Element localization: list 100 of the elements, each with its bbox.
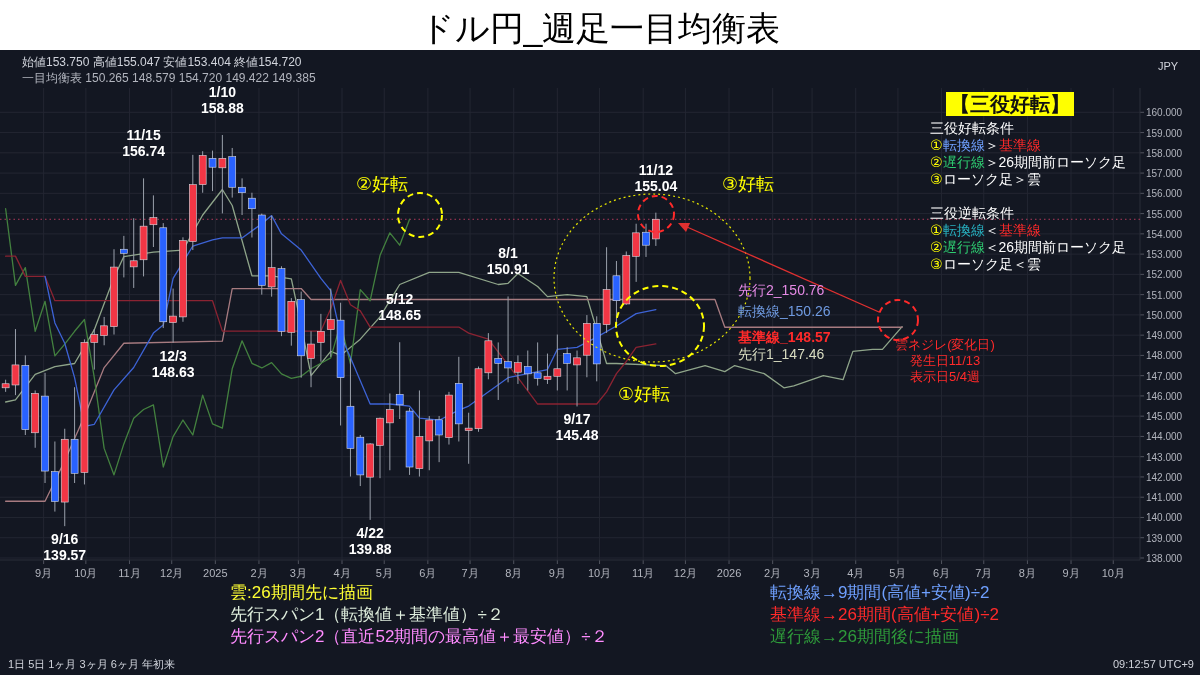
candlestick bbox=[169, 288, 177, 344]
x-tick-label: 8月 bbox=[1018, 567, 1036, 579]
x-tick-label: 2月 bbox=[250, 567, 268, 579]
annotation: 表示日5/4週 bbox=[909, 369, 981, 384]
candlestick bbox=[129, 217, 138, 289]
candlestick bbox=[563, 346, 571, 391]
x-tick-label: 10月 bbox=[74, 567, 98, 579]
annotation: ①転換線＜基準線 bbox=[930, 222, 1041, 238]
candlestick bbox=[386, 392, 394, 471]
candlestick bbox=[238, 177, 246, 216]
y-tick-label: 156.000 bbox=[1146, 188, 1183, 200]
candlestick bbox=[573, 350, 581, 407]
y-tick-label: 157.000 bbox=[1146, 168, 1183, 180]
annotation: 11/12 155.04 bbox=[634, 161, 678, 194]
y-tick-label: 154.000 bbox=[1146, 228, 1183, 240]
y-tick-label: 150.000 bbox=[1146, 309, 1183, 321]
x-tick-label: 2025 bbox=[203, 567, 228, 579]
annotation: 9/17 145.48 bbox=[555, 411, 599, 444]
annotation: 【三役好転】 bbox=[950, 93, 1070, 115]
y-tick-label: 142.000 bbox=[1146, 471, 1183, 483]
annotation: 12/3 148.63 bbox=[151, 347, 195, 380]
y-tick-label: 138.000 bbox=[1146, 552, 1183, 564]
annotation: 三役好転条件 bbox=[930, 120, 1014, 136]
chart-title: ドル円_週足一目均衡表 bbox=[419, 9, 781, 47]
y-tick-label: 141.000 bbox=[1146, 492, 1183, 504]
x-tick-label: 2026 bbox=[716, 567, 742, 579]
text: 先行スパン2（直近52期間の最高値＋最安値）÷２ bbox=[230, 627, 608, 646]
candlestick bbox=[395, 341, 404, 420]
candlestick bbox=[435, 415, 443, 463]
annotation: 9/16 139.57 bbox=[43, 531, 87, 564]
y-tick-label: 149.000 bbox=[1146, 330, 1183, 342]
text: 雲:26期間先に描画 bbox=[230, 583, 373, 602]
annotation: ②遅行線＜26期間前ローソク足 bbox=[930, 239, 1127, 255]
x-tick-label: 7月 bbox=[975, 567, 993, 579]
annotation: 11/15 156.74 bbox=[122, 127, 166, 160]
candlestick bbox=[514, 354, 522, 385]
x-tick-label: 12月 bbox=[673, 567, 698, 579]
x-tick-label: 2月 bbox=[764, 567, 782, 579]
annotation: 発生日11/13 bbox=[909, 353, 981, 368]
candlestick bbox=[652, 212, 660, 247]
text: 基準線→26期間(高値+安値)÷2 bbox=[770, 605, 999, 624]
annotation: 先行1_147.46 bbox=[738, 346, 825, 362]
x-tick-label: 12月 bbox=[160, 567, 184, 579]
candlestick bbox=[149, 194, 158, 248]
y-tick-label: 145.000 bbox=[1146, 411, 1183, 423]
x-tick-label: 5月 bbox=[889, 567, 907, 579]
candlestick bbox=[317, 313, 325, 363]
y-tick-label: 148.000 bbox=[1146, 350, 1183, 362]
annotation: ②好転 bbox=[356, 174, 409, 194]
x-tick-label: 4月 bbox=[333, 567, 351, 579]
annotation: 4/22 139.88 bbox=[348, 524, 392, 557]
text: 転換線→9期間(高値+安値)÷2 bbox=[770, 583, 990, 602]
x-tick-label: 9月 bbox=[1062, 567, 1080, 579]
annotation: 8/1 150.91 bbox=[486, 245, 530, 278]
text: 始値153.750 高値155.047 安値153.404 終値154.720 bbox=[22, 55, 302, 69]
x-tick-label: 6月 bbox=[419, 567, 437, 579]
y-tick-label: 159.000 bbox=[1146, 127, 1183, 139]
candlestick bbox=[632, 223, 640, 283]
y-tick-label: 151.000 bbox=[1146, 289, 1183, 301]
candlestick bbox=[307, 330, 315, 388]
candlestick bbox=[120, 235, 128, 278]
annotation: 1/10 158.88 bbox=[200, 84, 244, 116]
y-tick-label: 158.000 bbox=[1146, 147, 1183, 159]
y-tick-label: 139.000 bbox=[1146, 532, 1183, 544]
y-tick-label: 160.000 bbox=[1146, 107, 1183, 119]
x-tick-label: 3月 bbox=[289, 567, 307, 579]
text: 1日 5日 1ヶ月 3ヶ月 6ヶ月 年初来 bbox=[8, 658, 175, 670]
annotation: 先行2_150.76 bbox=[738, 282, 825, 298]
annotation: 転換線_150.26 bbox=[738, 303, 831, 319]
y-tick-label: 153.000 bbox=[1146, 249, 1183, 261]
candlestick bbox=[642, 223, 650, 258]
annotation: ①転換線＞基準線 bbox=[930, 137, 1041, 153]
y-tick-label: 147.000 bbox=[1146, 370, 1183, 382]
annotation: ③好転 bbox=[722, 174, 775, 194]
text: 09:12:57 UTC+9 bbox=[1112, 658, 1194, 670]
x-tick-label: 10月 bbox=[587, 567, 612, 579]
x-tick-label: 8月 bbox=[505, 567, 523, 579]
candlestick bbox=[248, 192, 256, 238]
text: JPY bbox=[1157, 60, 1179, 72]
y-tick-label: 140.000 bbox=[1146, 512, 1183, 524]
y-tick-label: 146.000 bbox=[1146, 390, 1183, 402]
y-tick-label: 143.000 bbox=[1146, 451, 1183, 463]
x-tick-label: 7月 bbox=[461, 567, 479, 579]
x-tick-label: 5月 bbox=[375, 567, 393, 579]
x-tick-label: 6月 bbox=[932, 567, 951, 579]
candlestick bbox=[504, 295, 512, 383]
annotation: 基準線_148.57 bbox=[737, 329, 831, 345]
x-tick-label: 11月 bbox=[631, 567, 655, 579]
annotation: ③ローソク足＜雲 bbox=[930, 256, 1041, 272]
candlestick bbox=[100, 316, 108, 346]
x-tick-label: 3月 bbox=[803, 567, 821, 579]
annotation: ③ローソク足＞雲 bbox=[930, 171, 1041, 187]
x-tick-label: 11月 bbox=[118, 567, 141, 579]
x-tick-label: 9月 bbox=[35, 567, 53, 579]
text: 一目均衡表 150.265 148.579 154.720 149.422 149.385 bbox=[22, 71, 316, 85]
text: 遅行線→26期間後に描画 bbox=[770, 627, 959, 646]
text: 先行スパン1（転換値＋基準値）÷２ bbox=[230, 605, 504, 624]
x-tick-label: 10月 bbox=[1101, 567, 1125, 579]
x-tick-label: 4月 bbox=[847, 567, 865, 579]
annotation: ②遅行線＞26期間前ローソク足 bbox=[930, 154, 1127, 170]
